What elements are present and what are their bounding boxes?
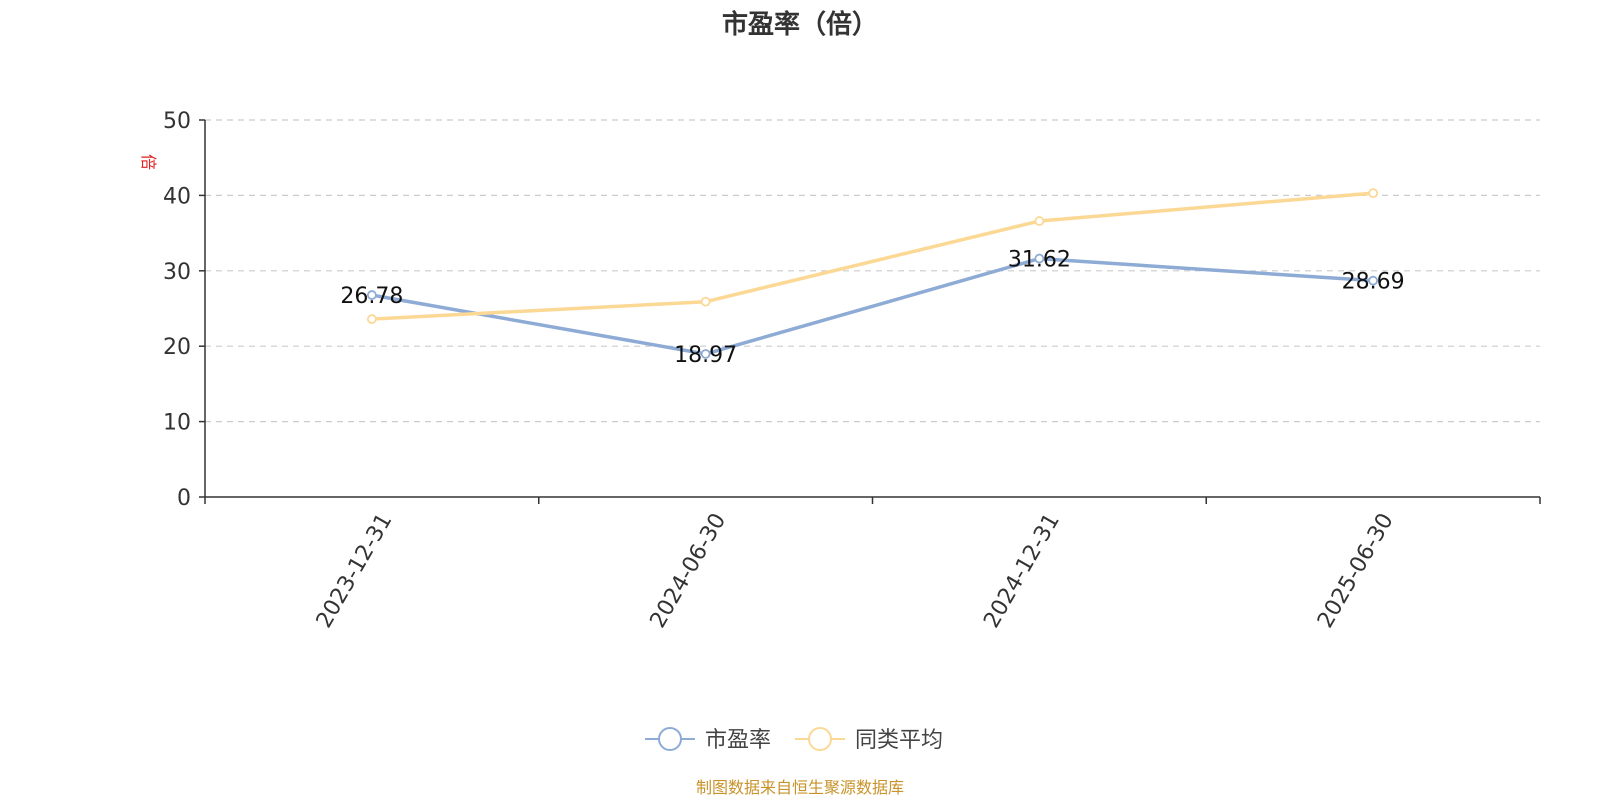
y-tick-label: 30 <box>163 260 191 285</box>
y-tick-label: 40 <box>163 184 191 209</box>
series-2-point[interactable] <box>1034 216 1045 226</box>
data-label: 26.78 <box>340 284 403 309</box>
data-labels: 26.78 18.97 31.62 28.69 <box>340 248 1404 368</box>
series-line-2 <box>370 191 1375 321</box>
legend-item-2[interactable]: 同类平均 <box>795 727 943 753</box>
y-tick-label: 50 <box>163 109 191 134</box>
y-tick-label: 10 <box>163 411 191 436</box>
series-lines <box>366 188 1379 359</box>
legend-marker <box>808 727 832 751</box>
chart-title: 市盈率（倍） <box>722 9 878 40</box>
x-tick-label: 2024-06-30 <box>646 509 732 632</box>
legend[interactable]: 市盈率 同类平均 <box>645 727 943 753</box>
axes: 0 10 20 30 40 50 倍 2023-12-31 2024-06-30 2024-12-… <box>139 109 1541 632</box>
series-1-point[interactable] <box>1368 275 1379 286</box>
series-2-point[interactable] <box>700 296 711 307</box>
series-2-point[interactable] <box>366 314 377 324</box>
data-label: 28.69 <box>1342 270 1405 295</box>
y-unit-label: 倍 <box>139 154 158 170</box>
data-label: 18.97 <box>674 343 737 368</box>
series-1-point[interactable] <box>1034 253 1045 264</box>
series-1-point[interactable] <box>700 349 711 359</box>
legend-marker <box>658 727 682 751</box>
x-tick-label: 2023-12-31 <box>312 509 398 632</box>
legend-item-1[interactable]: 市盈率 <box>645 727 771 753</box>
source-note: 制图数据来自恒生聚源数据库 <box>696 778 904 797</box>
x-tick-label: 2025-06-30 <box>1313 509 1399 632</box>
gridlines <box>205 119 1540 423</box>
y-tick-label: 0 <box>177 486 191 511</box>
data-label: 31.62 <box>1008 248 1071 273</box>
series-2-point[interactable] <box>1368 188 1379 199</box>
legend-label: 市盈率 <box>705 728 771 753</box>
series-line-1 <box>370 256 1375 356</box>
series-1-point[interactable] <box>366 290 377 300</box>
y-tick-label: 20 <box>163 335 191 360</box>
legend-label: 同类平均 <box>855 728 943 753</box>
x-tick-label: 2024-12-31 <box>979 509 1065 632</box>
